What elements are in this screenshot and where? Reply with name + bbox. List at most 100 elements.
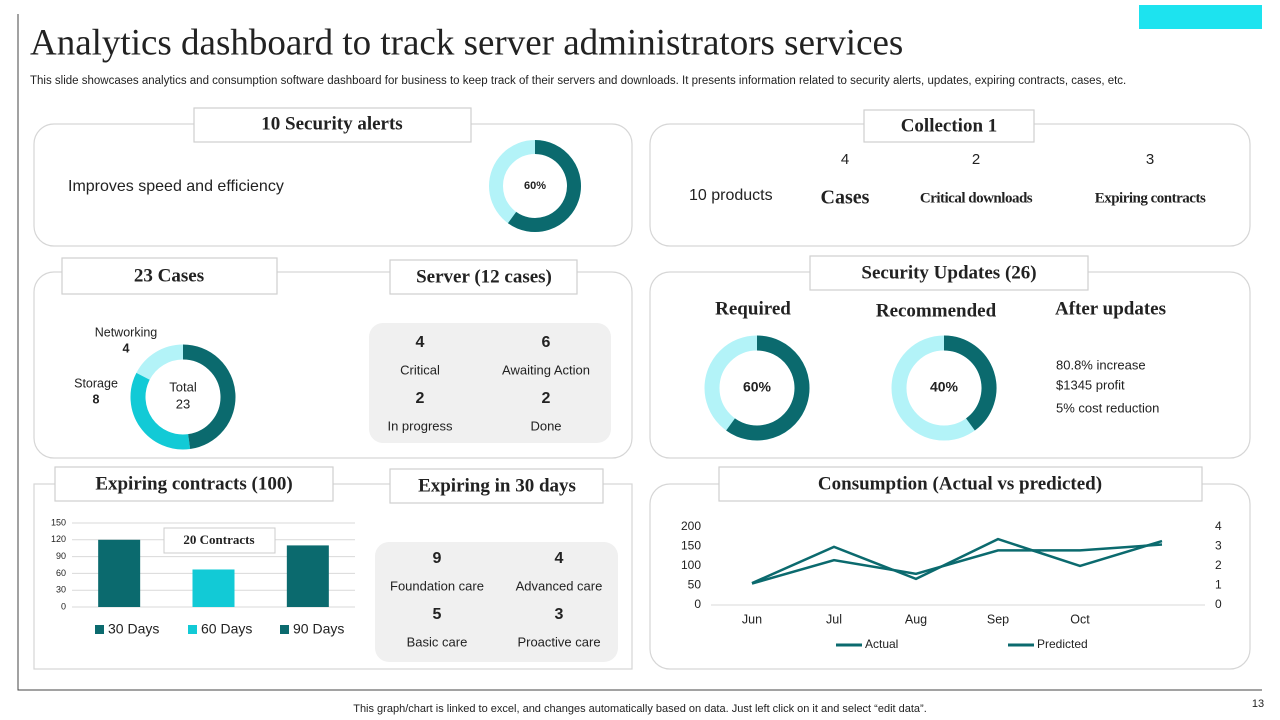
panel-text: 10 products [689, 187, 773, 204]
y-tick-label: 0 [694, 597, 701, 611]
x-tick-label: Jul [826, 612, 842, 626]
legend-swatch [188, 625, 197, 634]
bar [98, 539, 141, 607]
panel-text: Improves speed and efficiency [68, 178, 284, 195]
y-tick-label: 30 [56, 585, 66, 595]
stat-label: Cases [821, 187, 870, 209]
stat-box [375, 542, 618, 662]
stat-count: 4 [555, 550, 564, 567]
frame [17, 14, 1262, 691]
x-tick-label: Jun [742, 612, 762, 626]
heading-box [193, 107, 472, 143]
x-tick-label: Oct [1070, 612, 1090, 626]
stat-count: 9 [433, 550, 442, 567]
stat-box [369, 323, 611, 443]
stat-count: 2 [416, 390, 425, 407]
stat-label: Advanced care [516, 578, 603, 593]
stat-label: Critical [400, 362, 440, 377]
y-tick-label: 50 [688, 578, 702, 592]
notes-title: After updates [1055, 298, 1166, 319]
annotation-box [163, 527, 276, 554]
heading-box [61, 257, 278, 295]
y-tick-label: 60 [56, 568, 66, 578]
bar [192, 569, 235, 607]
donut-center-value: 23 [176, 396, 190, 411]
donut-label: 60% [743, 379, 772, 395]
stat-label: Expiring contracts [1095, 190, 1206, 206]
panel-heading: 10 Security alerts [261, 113, 402, 134]
donut-label: 60% [524, 180, 546, 192]
legend-swatch [280, 625, 289, 634]
stat-count: 4 [416, 334, 425, 351]
panel-heading: Expiring contracts (100) [95, 473, 292, 494]
panel-heading: Security Updates (26) [861, 262, 1036, 283]
y-tick-label: 150 [681, 539, 701, 553]
donut-segment [182, 344, 236, 450]
stat-label: Foundation care [390, 578, 484, 593]
title: Analytics dashboard to track server admi… [30, 22, 903, 63]
donut-title: Recommended [876, 300, 997, 321]
x-tick-label: Aug [905, 612, 927, 626]
bar [286, 545, 329, 607]
heading-box [718, 466, 1203, 502]
donut-arc [726, 335, 810, 441]
legend-swatch [95, 625, 104, 634]
panel-heading: Expiring in 30 days [418, 475, 576, 496]
donut-segment [136, 344, 184, 381]
stat-count: 5 [433, 606, 442, 623]
heading-box [389, 259, 578, 295]
stat-count: 4 [841, 151, 849, 168]
page-number: 13 [1252, 698, 1264, 710]
subtitle: This slide showcases analytics and consu… [30, 75, 1126, 87]
donut-label: 40% [930, 379, 959, 395]
heading-box [863, 109, 1035, 143]
stat-count: 6 [542, 334, 551, 351]
x-tick-label: Sep [987, 612, 1009, 626]
panel-heading: Server (12 cases) [416, 266, 552, 287]
segment-value: 8 [93, 392, 100, 406]
segment-value: 4 [123, 341, 130, 355]
stat-count: 2 [972, 151, 980, 168]
panel-heading: Collection 1 [901, 115, 998, 136]
legend-label: 30 Days [108, 621, 159, 637]
stat-label: Proactive care [517, 634, 600, 649]
y-tick-label: 150 [51, 517, 66, 527]
donut-center-label: Total [169, 379, 197, 394]
note: 5% cost reduction [1056, 400, 1159, 415]
donut-segment [130, 372, 191, 450]
stat-count: 2 [542, 390, 551, 407]
y2-tick-label: 3 [1215, 539, 1222, 553]
y2-tick-label: 4 [1215, 519, 1222, 533]
y-tick-label: 120 [51, 534, 66, 544]
stat-label: Basic care [407, 634, 468, 649]
stat-label: Done [530, 418, 561, 433]
stat-label: In progress [387, 418, 453, 433]
y2-tick-label: 2 [1215, 558, 1222, 572]
note: $1345 profit [1056, 377, 1125, 392]
legend-label: 90 Days [293, 621, 344, 637]
y-tick-label: 90 [56, 551, 66, 561]
stat-count: 3 [555, 606, 564, 623]
line-series [751, 537, 1163, 585]
segment-name: Storage [74, 376, 118, 390]
accent-bar [1139, 5, 1262, 29]
panel [649, 483, 1251, 670]
stat-label: Awaiting Action [502, 362, 590, 377]
heading-box [389, 468, 604, 504]
y-tick-label: 200 [681, 519, 701, 533]
panel-heading: 23 Cases [134, 265, 204, 286]
segment-name: Networking [95, 325, 158, 339]
legend-label: Actual [865, 637, 898, 651]
stat-count: 3 [1146, 151, 1154, 168]
line-series [751, 543, 1163, 585]
footer: This graph/chart is linked to excel, and… [353, 703, 927, 715]
legend-label: 60 Days [201, 621, 252, 637]
y-tick-label: 0 [61, 601, 66, 611]
annotation: 20 Contracts [183, 532, 254, 547]
legend-label: Predicted [1037, 637, 1088, 651]
note: 80.8% increase [1056, 357, 1146, 372]
y-tick-label: 100 [681, 558, 701, 572]
panel-heading: Consumption (Actual vs predicted) [818, 473, 1102, 494]
heading-box [54, 466, 334, 502]
